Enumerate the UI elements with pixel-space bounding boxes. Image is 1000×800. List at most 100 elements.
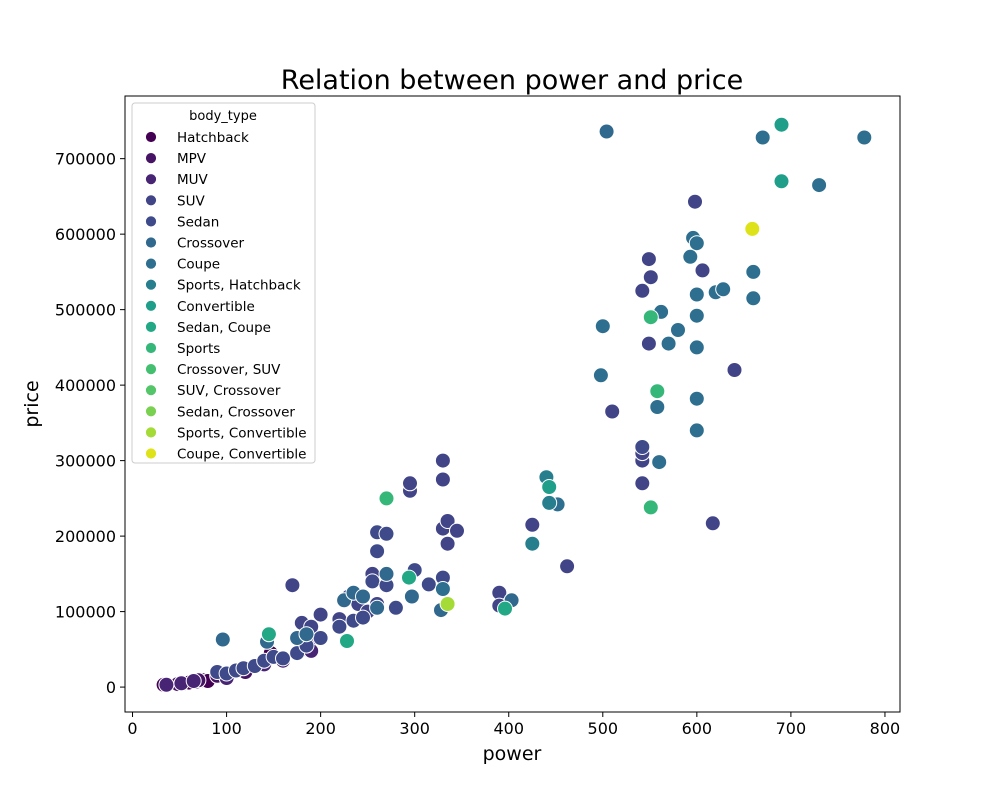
legend-label: MUV xyxy=(177,172,209,188)
data-point xyxy=(688,339,705,356)
data-point xyxy=(439,596,456,612)
data-point xyxy=(387,599,404,616)
legend-marker xyxy=(145,194,157,207)
legend-marker xyxy=(145,257,157,270)
data-point xyxy=(642,269,659,286)
data-point xyxy=(439,535,456,552)
data-point xyxy=(688,307,705,324)
legend-label: MPV xyxy=(177,151,207,167)
legend-label: Sedan xyxy=(177,214,219,230)
y-axis-title: price xyxy=(21,380,43,427)
y-tick-label: 300000 xyxy=(55,452,116,471)
data-point xyxy=(378,565,395,582)
data-point xyxy=(312,606,329,623)
data-point xyxy=(355,588,371,605)
data-point xyxy=(434,471,451,488)
data-point xyxy=(640,335,657,352)
data-point xyxy=(773,116,790,133)
y-tick-label: 100000 xyxy=(55,603,116,622)
points-layer xyxy=(155,116,873,693)
legend-box xyxy=(131,102,316,464)
legend-label: Coupe, Convertible xyxy=(177,447,306,463)
x-tick-label: 800 xyxy=(870,719,901,738)
data-point xyxy=(158,676,175,693)
data-point xyxy=(369,599,386,616)
legend-label: Hatchback xyxy=(177,130,249,146)
data-point xyxy=(559,558,576,575)
data-point xyxy=(420,576,437,593)
data-point xyxy=(284,577,301,594)
data-point xyxy=(594,318,611,335)
legend-marker xyxy=(145,447,157,460)
data-point xyxy=(744,220,761,237)
data-point xyxy=(364,573,381,590)
data-point xyxy=(434,452,451,469)
legend-marker xyxy=(145,173,157,186)
data-point xyxy=(185,673,202,689)
legend-marker xyxy=(145,405,157,418)
data-point xyxy=(298,626,315,643)
legend: body_type Hatchback MPV MUV SUV Sedan Crossov… xyxy=(131,102,316,464)
chart-title: Relation between power and price xyxy=(281,65,743,96)
x-tick-label: 0 xyxy=(127,719,137,738)
data-point xyxy=(649,383,666,400)
legend-label: Sports xyxy=(177,341,220,357)
y-tick-label: 500000 xyxy=(55,301,116,320)
x-axis: 0 100 200 300 400 500 600 700 800 xyxy=(127,712,900,738)
data-point xyxy=(649,399,666,415)
data-point xyxy=(704,515,721,532)
data-point xyxy=(688,286,705,303)
data-point xyxy=(687,193,703,210)
x-tick-label: 500 xyxy=(588,719,619,738)
data-point xyxy=(642,499,659,516)
legend-marker xyxy=(145,236,157,249)
legend-marker xyxy=(145,299,157,312)
data-point xyxy=(745,290,762,307)
data-point xyxy=(773,173,790,190)
legend-marker xyxy=(145,215,157,228)
legend-label: SUV xyxy=(177,193,205,209)
data-point xyxy=(339,633,355,649)
x-tick-label: 100 xyxy=(211,719,242,738)
data-point xyxy=(726,362,743,378)
data-point xyxy=(434,581,451,597)
data-point xyxy=(401,569,417,586)
legend-label: SUV, Crossover xyxy=(177,383,281,399)
data-point xyxy=(694,262,711,279)
x-tick-label: 700 xyxy=(776,719,807,738)
data-point xyxy=(378,490,395,507)
x-tick-label: 200 xyxy=(305,719,336,738)
data-point xyxy=(660,335,677,352)
data-point xyxy=(598,123,615,140)
data-point xyxy=(688,235,705,252)
data-point xyxy=(640,251,657,268)
legend-marker xyxy=(145,320,157,333)
data-point xyxy=(402,475,418,492)
data-point xyxy=(403,588,420,605)
legend-marker xyxy=(145,342,157,354)
x-tick-label: 600 xyxy=(682,719,713,738)
legend-label: Sedan, Coupe xyxy=(177,320,271,336)
data-point xyxy=(634,282,651,299)
legend-label: Sports, Hatchback xyxy=(177,278,301,294)
data-point xyxy=(754,129,771,146)
y-tick-label: 200000 xyxy=(55,527,116,546)
data-point xyxy=(331,618,348,635)
legend-marker xyxy=(145,131,157,143)
x-axis-title: power xyxy=(483,743,542,765)
data-point xyxy=(651,454,668,471)
data-point xyxy=(214,631,231,648)
legend-label: Crossover xyxy=(177,236,245,252)
y-axis: 0 100000 200000 300000 400000 500000 600000 700… xyxy=(55,150,125,697)
y-tick-label: 600000 xyxy=(55,225,116,244)
data-point xyxy=(378,525,395,542)
legend-label: Sedan, Crossover xyxy=(177,404,295,420)
data-point xyxy=(439,513,456,529)
data-point xyxy=(369,543,386,560)
data-point xyxy=(745,263,762,280)
data-point xyxy=(260,626,277,643)
data-point xyxy=(592,367,609,384)
data-point xyxy=(670,322,686,338)
plot-frame xyxy=(124,95,901,713)
